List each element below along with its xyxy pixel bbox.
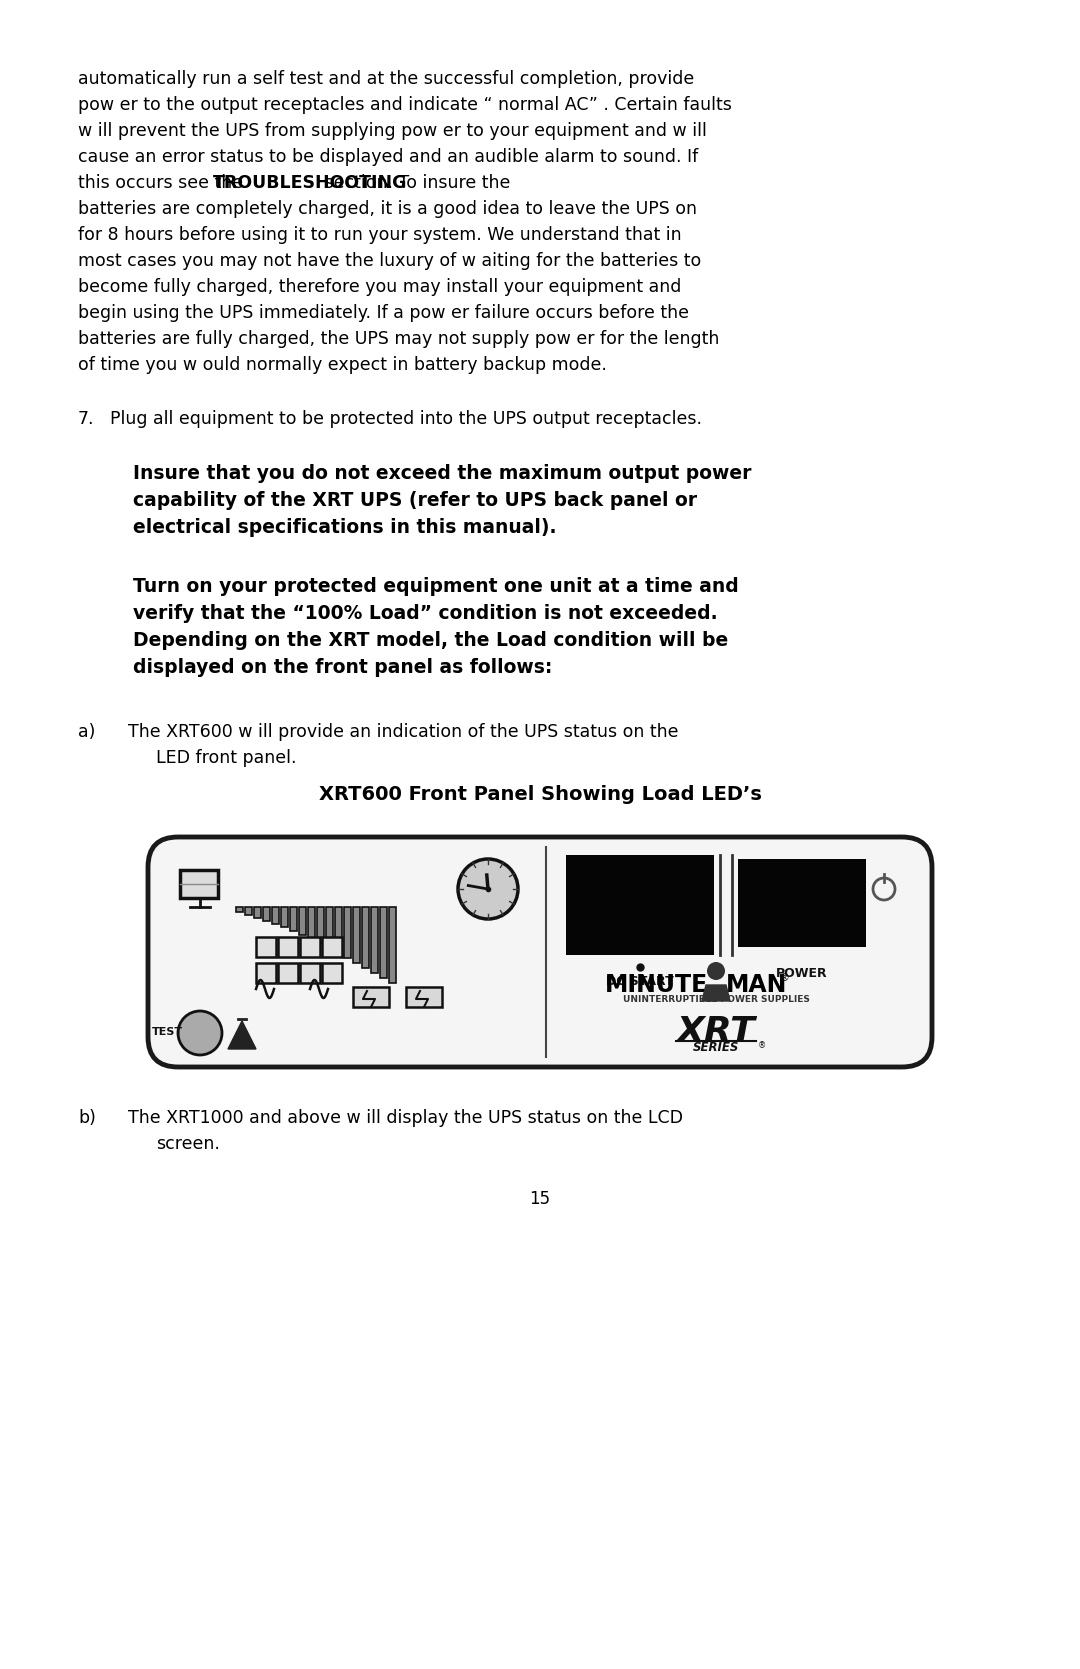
Text: ®: ® xyxy=(758,1041,766,1050)
Polygon shape xyxy=(228,1021,256,1050)
Text: capability of the XRT UPS (refer to UPS back panel or: capability of the XRT UPS (refer to UPS … xyxy=(133,491,697,511)
Text: DC START: DC START xyxy=(606,975,674,988)
Bar xyxy=(353,906,360,963)
Text: XRT: XRT xyxy=(677,1015,755,1050)
Text: Depending on the XRT model, the Load condition will be: Depending on the XRT model, the Load con… xyxy=(133,631,728,649)
Text: Plug all equipment to be protected into the UPS output receptacles.: Plug all equipment to be protected into … xyxy=(110,411,702,427)
Text: w ill prevent the UPS from supplying pow er to your equipment and w ill: w ill prevent the UPS from supplying pow… xyxy=(78,122,707,140)
Text: for 8 hours before using it to run your system. We understand that in: for 8 hours before using it to run your … xyxy=(78,225,681,244)
Bar xyxy=(738,860,866,946)
Text: pow er to the output receptacles and indicate “ normal AC” . Certain faults: pow er to the output receptacles and ind… xyxy=(78,97,732,113)
Text: XRT600 Front Panel Showing Load LED’s: XRT600 Front Panel Showing Load LED’s xyxy=(319,784,761,804)
Text: The XRT1000 and above w ill display the UPS status on the LCD: The XRT1000 and above w ill display the … xyxy=(129,1108,683,1127)
Bar xyxy=(326,906,333,948)
Bar xyxy=(372,906,378,973)
Bar xyxy=(318,906,324,943)
Text: cause an error status to be displayed and an audible alarm to sound. If: cause an error status to be displayed an… xyxy=(78,149,699,165)
Bar xyxy=(406,986,442,1006)
Text: most cases you may not have the luxury of w aiting for the batteries to: most cases you may not have the luxury o… xyxy=(78,252,701,270)
Bar xyxy=(322,936,342,956)
Bar xyxy=(300,936,320,956)
Text: SERIES: SERIES xyxy=(692,1041,739,1055)
Text: batteries are completely charged, it is a good idea to leave the UPS on: batteries are completely charged, it is … xyxy=(78,200,697,219)
Bar xyxy=(335,906,342,953)
Circle shape xyxy=(707,961,725,980)
Bar xyxy=(299,906,306,935)
Text: UNINTERRUPTIBLE POWER SUPPLIES: UNINTERRUPTIBLE POWER SUPPLIES xyxy=(622,995,809,1005)
Bar xyxy=(237,906,243,911)
Text: 7.: 7. xyxy=(78,411,95,427)
Text: screen.: screen. xyxy=(156,1135,220,1153)
Bar xyxy=(300,963,320,983)
Text: POWER: POWER xyxy=(777,966,827,980)
Bar xyxy=(281,906,288,926)
Text: The XRT600 w ill provide an indication of the UPS status on the: The XRT600 w ill provide an indication o… xyxy=(129,723,678,741)
Text: Insure that you do not exceed the maximum output power: Insure that you do not exceed the maximu… xyxy=(133,464,752,482)
Text: begin using the UPS immediately. If a pow er failure occurs before the: begin using the UPS immediately. If a po… xyxy=(78,304,689,322)
Bar xyxy=(353,986,389,1006)
Text: section. To insure the: section. To insure the xyxy=(320,174,511,192)
Circle shape xyxy=(178,1011,222,1055)
Text: Turn on your protected equipment one unit at a time and: Turn on your protected equipment one uni… xyxy=(133,577,739,596)
Text: MINUTE: MINUTE xyxy=(605,973,708,996)
Text: b): b) xyxy=(78,1108,96,1127)
Bar xyxy=(278,963,298,983)
Bar xyxy=(264,906,270,921)
Text: MAN: MAN xyxy=(726,973,787,996)
Bar xyxy=(308,906,315,940)
Text: verify that the “100% Load” condition is not exceeded.: verify that the “100% Load” condition is… xyxy=(133,604,717,623)
Text: ®: ® xyxy=(778,973,789,983)
Text: electrical specifications in this manual).: electrical specifications in this manual… xyxy=(133,517,556,537)
Bar xyxy=(291,906,297,931)
Bar xyxy=(345,906,351,958)
Text: this occurs see the: this occurs see the xyxy=(78,174,248,192)
Text: TEST: TEST xyxy=(152,1026,184,1036)
Text: automatically run a self test and at the successful completion, provide: automatically run a self test and at the… xyxy=(78,70,694,88)
Bar xyxy=(256,936,276,956)
Text: batteries are fully charged, the UPS may not supply pow er for the length: batteries are fully charged, the UPS may… xyxy=(78,330,719,349)
Text: a): a) xyxy=(78,723,95,741)
Bar xyxy=(278,936,298,956)
Bar xyxy=(180,870,218,898)
Circle shape xyxy=(458,860,518,920)
Polygon shape xyxy=(702,985,730,1001)
Bar xyxy=(322,963,342,983)
Text: displayed on the front panel as follows:: displayed on the front panel as follows: xyxy=(133,658,552,678)
Bar xyxy=(245,906,252,915)
Text: of time you w ould normally expect in battery backup mode.: of time you w ould normally expect in ba… xyxy=(78,355,607,374)
Bar xyxy=(566,855,714,955)
Bar xyxy=(362,906,369,968)
Bar xyxy=(272,906,279,925)
Bar xyxy=(256,963,276,983)
Bar xyxy=(254,906,261,918)
Text: become fully charged, therefore you may install your equipment and: become fully charged, therefore you may … xyxy=(78,279,681,295)
Text: LED front panel.: LED front panel. xyxy=(156,749,297,768)
FancyBboxPatch shape xyxy=(148,836,932,1066)
Text: TROUBLESHOOTING: TROUBLESHOOTING xyxy=(213,174,407,192)
Text: 15: 15 xyxy=(529,1190,551,1208)
Bar xyxy=(380,906,387,978)
Bar xyxy=(389,906,396,983)
